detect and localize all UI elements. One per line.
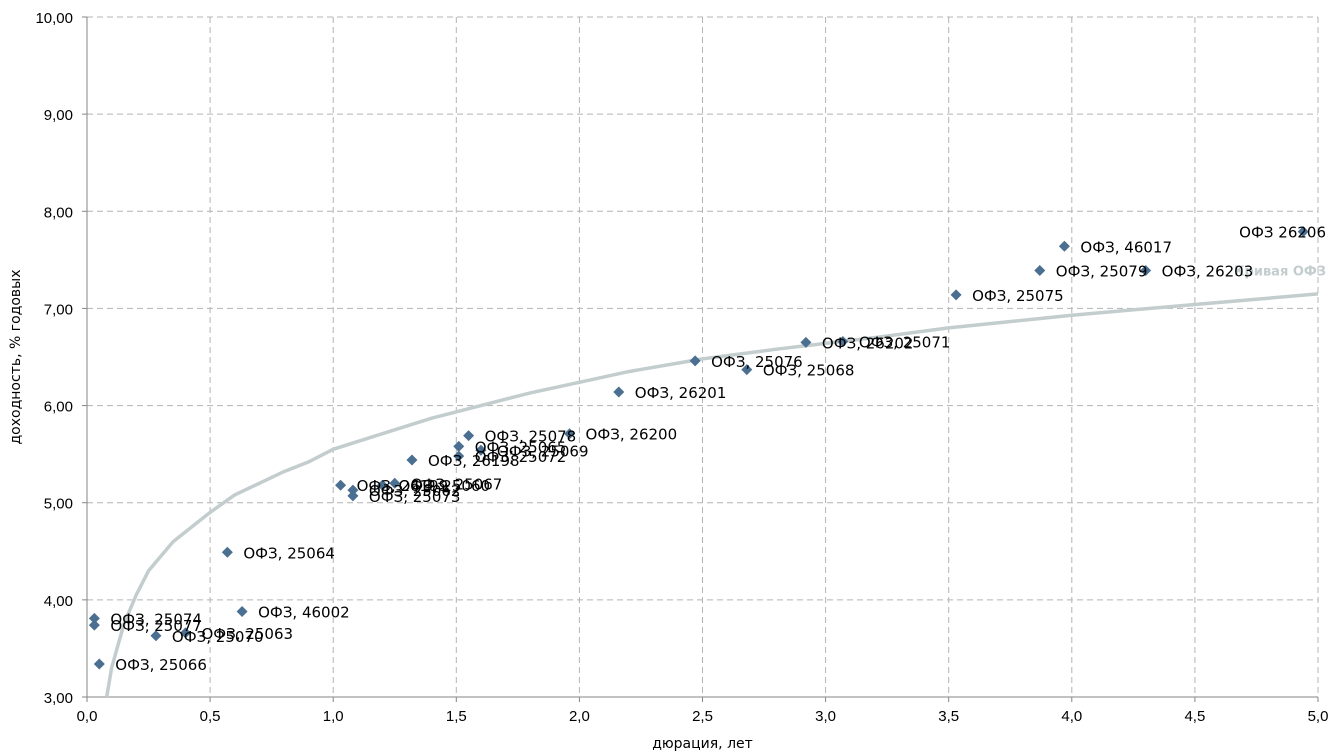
grid [87, 16, 1319, 697]
data-point [453, 440, 465, 452]
data-point [389, 477, 401, 489]
data-point-label: ОФЗ, 25066 [115, 656, 207, 674]
x-tick-label: 4,0 [1061, 708, 1082, 725]
data-point [453, 450, 465, 462]
yield-curve-line [104, 292, 1319, 698]
data-point [236, 606, 248, 618]
data-point [335, 479, 347, 491]
y-tick-label: 7,00 [44, 301, 73, 318]
data-point [221, 546, 233, 558]
data-point [475, 444, 487, 456]
data-point [406, 454, 418, 466]
y-tick-label: 10,00 [35, 10, 73, 27]
data-point-label: ОФЗ, 26201 [635, 384, 727, 402]
axes: 0,0 0,5 1,0 1,5 2,0 2,5 3,0 3,5 4,0 4,5 5,0 3,00 4,0… [35, 10, 1328, 725]
data-point-label: ОФЗ, 25073 [369, 488, 461, 506]
x-tick-label: 4,5 [1184, 708, 1205, 725]
x-tick-label: 1,5 [446, 708, 467, 725]
data-point-label: ОФЗ, 25074 [110, 610, 202, 628]
data-point [1140, 265, 1152, 277]
data-point [347, 484, 359, 496]
data-point [376, 479, 388, 491]
y-tick-label: 9,00 [44, 107, 73, 124]
data-point-label: ОФЗ, 25069 [497, 442, 589, 460]
data-point-label: ОФЗ, 25060 [398, 477, 490, 495]
data-point [1034, 265, 1046, 277]
data-point-label: ОФЗ, 25078 [485, 428, 577, 446]
data-point-label: ОФЗ, 25062 [369, 482, 461, 500]
data-point [613, 386, 625, 398]
y-tick-label: 8,00 [44, 204, 73, 221]
x-tick-label: 5,0 [1308, 708, 1329, 725]
x-tick-label: 2,0 [569, 708, 590, 725]
data-point [179, 627, 191, 639]
data-point-label: ОФЗ, 25079 [1056, 263, 1148, 281]
data-point [1297, 226, 1309, 238]
y-tick-label: 6,00 [44, 399, 73, 416]
x-tick-label: 2,5 [692, 708, 713, 725]
x-tick-label: 0,0 [77, 708, 98, 725]
data-point-label: ОФЗ, 25065 [475, 438, 567, 456]
data-point [88, 612, 100, 624]
data-point-label: ОФЗ, 25075 [972, 287, 1064, 305]
data-point-label: ОФЗ, 26203 [1162, 263, 1254, 281]
data-point-label: ОФЗ, 26198 [428, 452, 520, 470]
data-point-label: ОФЗ, 46002 [258, 604, 350, 622]
data-point-label: ОФЗ, 25064 [243, 544, 335, 562]
yield-curve-label: Кривая ОФЗ [1234, 265, 1326, 280]
data-point [837, 335, 849, 347]
data-point [93, 658, 105, 670]
y-tick-label: 5,00 [44, 496, 73, 513]
data-point [88, 619, 100, 631]
x-tick-label: 1,0 [323, 708, 344, 725]
data-point [689, 355, 701, 367]
y-tick-label: 3,00 [44, 690, 73, 707]
data-point-label: ОФЗ, 25076 [711, 353, 803, 371]
data-point [150, 630, 162, 642]
data-points [88, 226, 1309, 670]
data-point-label: ОФЗ, 25077 [110, 617, 202, 635]
data-point-label: ОФЗ, 46017 [1080, 238, 1172, 256]
y-tick-label: 4,00 [44, 593, 73, 610]
data-point [800, 336, 812, 348]
data-point-label: ОФЗ, 25071 [859, 333, 951, 351]
data-point [950, 289, 962, 301]
y-axis-title: доходность, % годовых [8, 269, 24, 444]
data-point [347, 490, 359, 502]
data-point-label: ОФЗ, 25068 [763, 362, 855, 380]
yield-curve: Кривая ОФЗ [104, 265, 1326, 698]
data-point [1058, 240, 1070, 252]
x-tick-label: 0,5 [200, 708, 221, 725]
data-point [463, 430, 475, 442]
data-point-label: ОФЗ, 25067 [411, 475, 503, 493]
data-point [741, 364, 753, 376]
data-point-label: ОФЗ, 25063 [201, 625, 293, 643]
data-point-label: ОФЗ, 25072 [475, 448, 567, 466]
data-point [564, 428, 576, 440]
data-point-label: ОФЗ, 26200 [586, 426, 678, 444]
x-axis-title: дюрация, лет [652, 736, 753, 751]
data-point-label: ОФЗ, 26199 [357, 477, 449, 495]
data-point-label: ОФЗ, 25070 [172, 628, 264, 646]
x-tick-label: 3,0 [815, 708, 836, 725]
data-point-label: ОФЗ 26206 [1239, 224, 1326, 242]
data-point-label: ОФЗ, 26202 [822, 334, 914, 352]
x-tick-label: 3,5 [938, 708, 959, 725]
